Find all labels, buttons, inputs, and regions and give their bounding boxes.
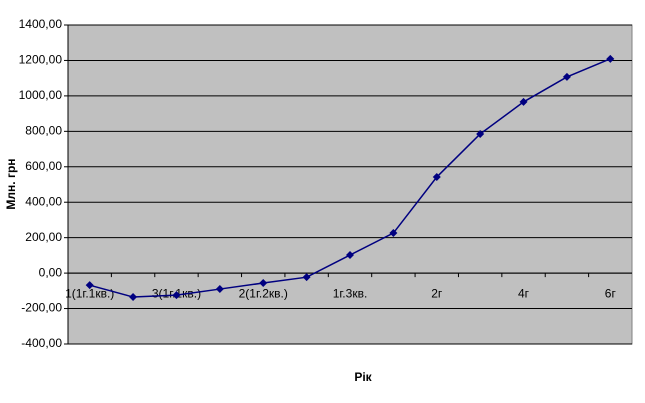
x-tick-label: 1г.3кв.	[333, 286, 368, 300]
y-tick-label: 1200,00	[19, 53, 63, 67]
y-tick-label: -400,00	[21, 336, 62, 350]
data-point	[129, 293, 138, 302]
y-tick-label: 1000,00	[19, 88, 63, 102]
plot-area	[67, 24, 633, 345]
x-tick-label: 4г	[518, 286, 530, 300]
data-point	[346, 251, 354, 260]
y-tick-label: 1400,00	[19, 17, 63, 31]
x-tick-label: 2г	[431, 286, 443, 300]
x-tick-label: 6г	[605, 286, 617, 300]
y-tick-label: -200,00	[21, 301, 62, 315]
x-axis-title: Рік	[354, 370, 372, 384]
data-point	[259, 279, 268, 288]
data-point	[215, 285, 224, 294]
y-axis-title: Млн. грн	[4, 158, 18, 209]
y-tick-label: 600,00	[25, 159, 62, 173]
x-tick-label: 2(1г.2кв.)	[239, 286, 288, 300]
data-point	[389, 229, 398, 238]
y-tick-label: 0,00	[39, 265, 63, 279]
data-point	[172, 291, 181, 300]
data-point	[85, 281, 94, 290]
y-tick-label: 200,00	[25, 230, 62, 244]
y-tick-label: 800,00	[25, 124, 62, 138]
x-tick-label: 1(1г.1кв.)	[65, 286, 114, 300]
data-point	[562, 72, 571, 81]
y-tick-label: 400,00	[25, 194, 62, 208]
data-point	[606, 54, 615, 63]
data-point	[432, 173, 441, 182]
data-point	[519, 97, 528, 106]
data-point	[476, 129, 485, 138]
data-point	[302, 273, 311, 282]
